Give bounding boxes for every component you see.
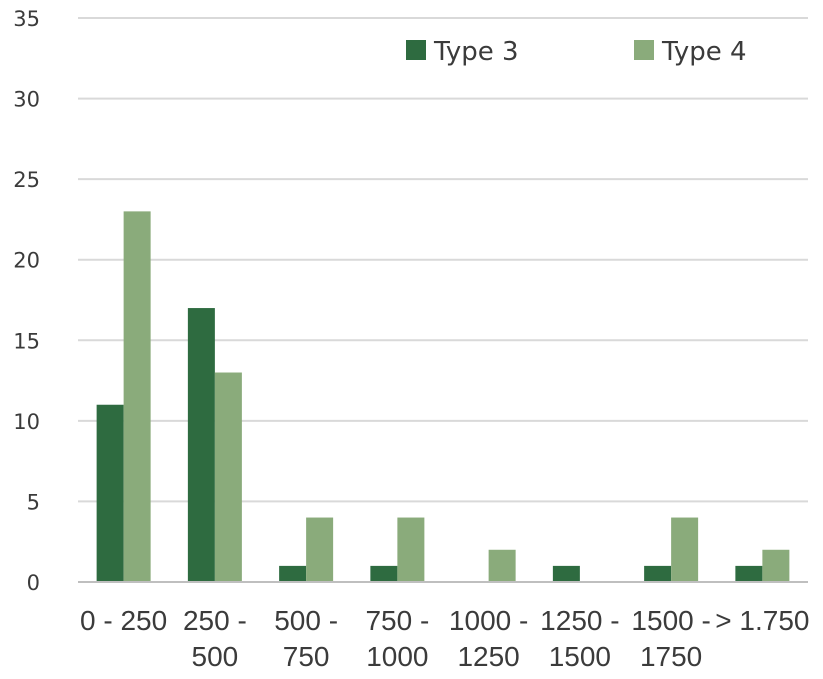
x-tick-label: 750 - [365,605,429,636]
axes: 0 5 10 15 20 25 30 35 0 - 250 250 - 500 500 - 750 750… [13,7,809,672]
x-tick-label: 1000 - [449,605,528,636]
bar-type-3-1 [187,308,215,582]
y-tick-label: 5 [27,490,40,514]
x-tick-label: 1500 [549,641,611,672]
bar-type-4-0 [123,211,151,582]
x-tick-label: 1250 [457,641,519,672]
x-tick-label: 1000 [366,641,428,672]
gridlines [78,17,808,503]
x-tick-label: 750 [283,641,330,672]
legend-swatch-type-4 [634,40,654,60]
y-tick-label: 15 [13,329,40,353]
bars [96,211,790,582]
bar-type-3-5 [552,565,580,582]
legend-label-type-4: Type 4 [661,37,747,67]
x-tick-label: 1500 - [631,605,710,636]
bar-type-3-6 [644,565,672,582]
legend-label-type-3: Type 3 [433,37,519,67]
bar-type-4-2 [306,517,334,582]
x-tick-label: 500 [192,641,239,672]
bar-type-3-7 [735,565,763,582]
legend: Type 3 Type 4 [406,37,747,67]
y-tick-label: 25 [13,168,40,192]
x-tick-label: 1250 - [540,605,619,636]
y-tick-label: 30 [13,88,40,112]
x-tick-label: 250 - [183,605,247,636]
x-tick-label: 500 - [274,605,338,636]
y-tick-label: 10 [13,410,40,434]
y-tick-label: 20 [13,249,40,273]
legend-swatch-type-3 [406,40,426,60]
bar-type-3-0 [96,404,124,582]
bar-type-4-4 [488,549,516,582]
bar-type-4-6 [671,517,699,582]
bar-type-4-7 [762,549,790,582]
x-tick-label: 0 - 250 [80,605,167,636]
y-tick-label: 0 [27,571,40,595]
bar-type-4-1 [214,372,242,582]
x-tick-label: 1750 [640,641,702,672]
bar-type-3-3 [370,565,398,582]
bar-type-4-3 [397,517,425,582]
bar-type-3-2 [279,565,307,582]
x-tick-label: > 1.750 [715,605,809,636]
y-tick-label: 35 [13,7,40,31]
